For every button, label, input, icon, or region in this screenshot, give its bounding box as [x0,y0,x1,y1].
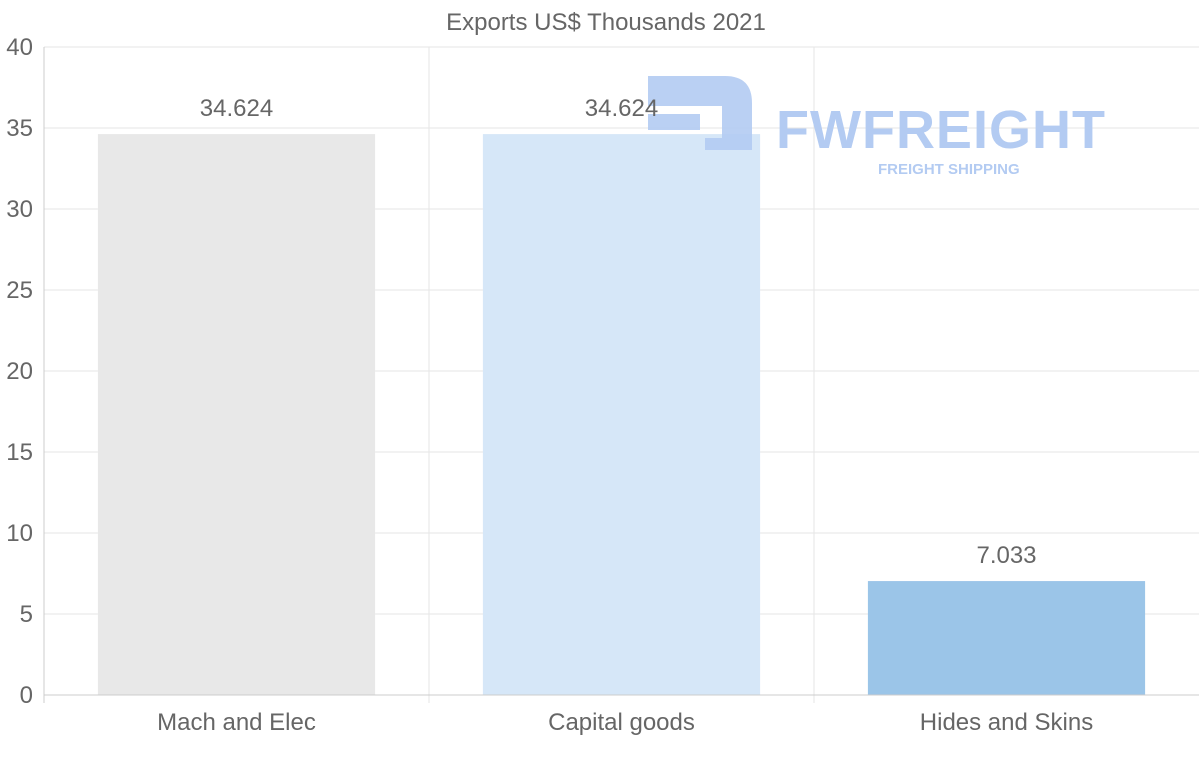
labels: 0 5 10 15 20 25 30 35 40 34.624 Mach and Elec 34.62… [6,34,1093,736]
watermark-logo-icon [648,76,752,150]
bar [482,134,761,696]
x-tick-label: Capital goods [548,709,695,736]
x-tick-label: Hides and Skins [920,709,1093,736]
y-tick-label: 30 [6,196,33,223]
bar-value-label: 34.624 [200,95,273,122]
watermark-brand: FWFREIGHT [776,100,1106,160]
bar [867,581,1146,695]
watermark-tagline: FREIGHT SHIPPING [878,161,1020,178]
y-tick-label: 10 [6,520,33,547]
chart-title: Exports US$ Thousands 2021 [446,9,766,36]
bar [97,134,376,696]
y-tick-label: 5 [20,601,33,628]
y-tick-label: 20 [6,358,33,385]
y-tick-label: 0 [20,682,33,709]
y-tick-label: 15 [6,439,33,466]
axes [43,47,1199,703]
watermark-logo: FWFREIGHT FREIGHT SHIPPING [648,76,1106,178]
x-tick-label: Mach and Elec [157,709,316,736]
bars [97,134,1146,696]
y-tick-label: 40 [6,34,33,61]
bar-value-label: 34.624 [585,95,658,122]
bar-value-label: 7.033 [976,542,1036,569]
y-tick-label: 25 [6,277,33,304]
y-tick-label: 35 [6,115,33,142]
